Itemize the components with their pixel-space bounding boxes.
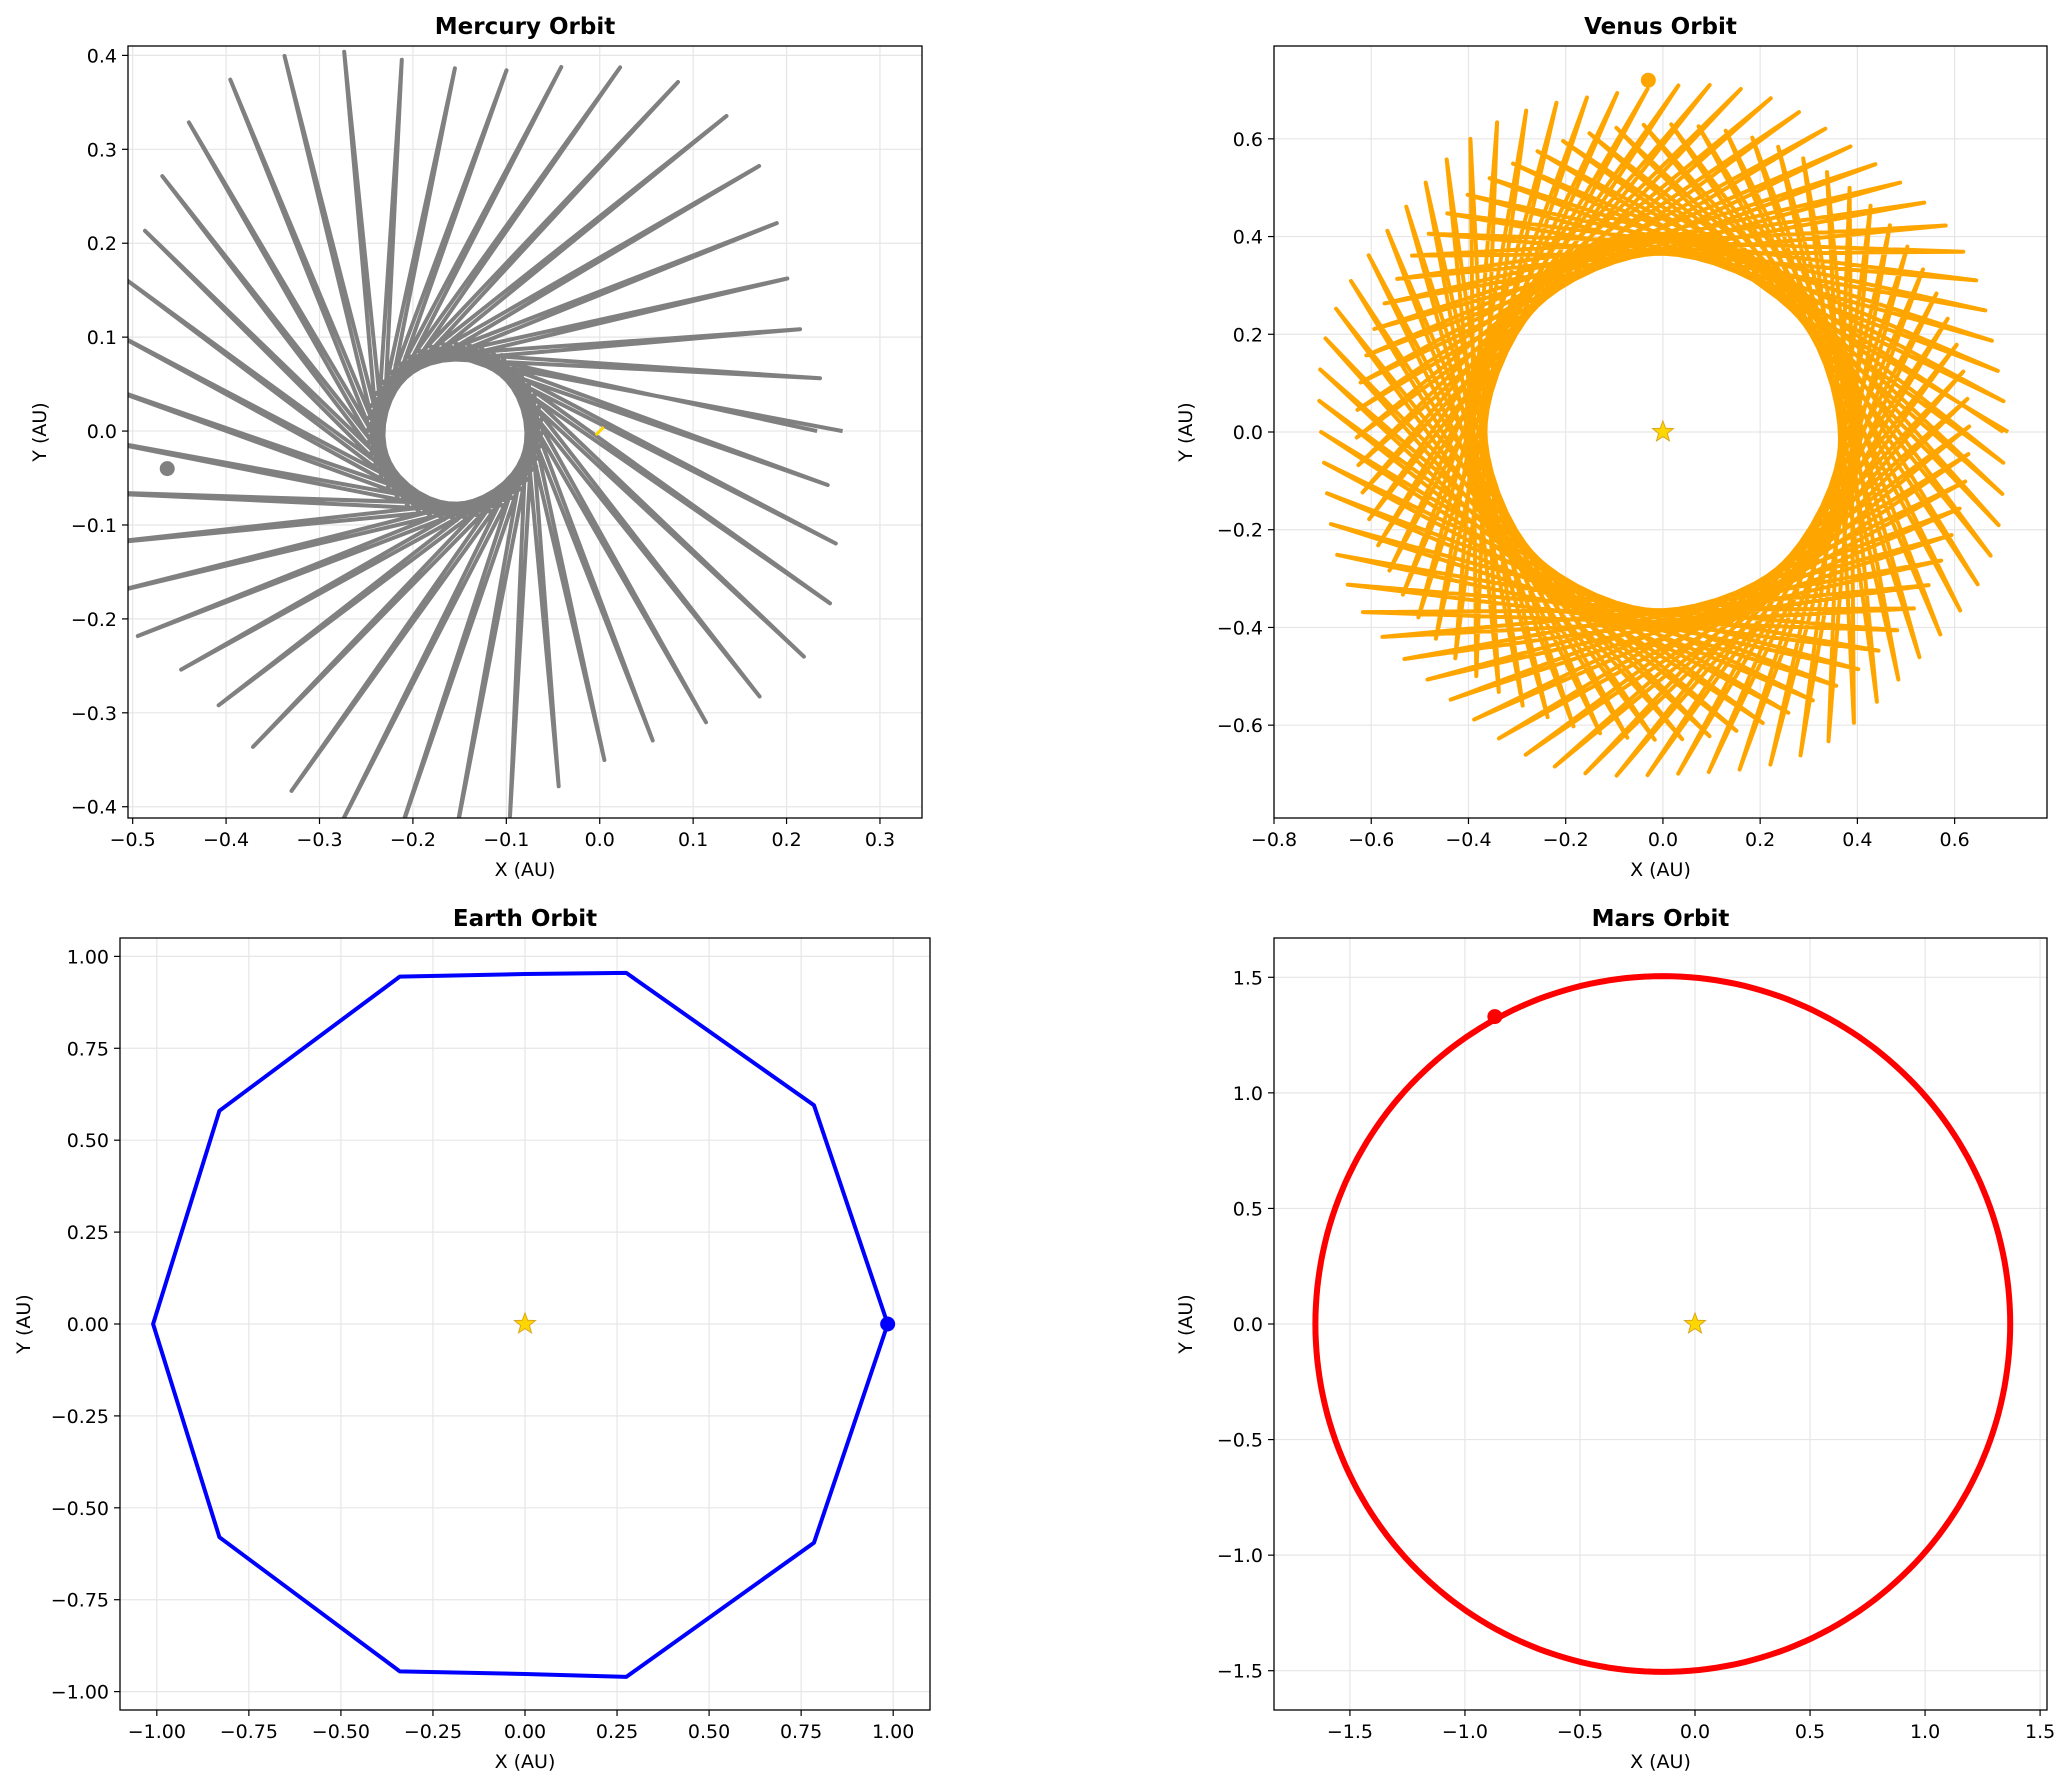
mars-title: Mars Orbit (1592, 906, 1730, 932)
earth-ytick-label: −1.00 (51, 1682, 109, 1704)
mercury-xtick-label: −0.5 (110, 829, 156, 851)
venus-orbit-line (1317, 83, 2010, 778)
venus-sun-marker (1651, 419, 1675, 443)
mars-panel: −1.5 −1.0 −0.5 0.0 0.5 1.0 1.5 −1.5 −1.0 −0.5 0.0 0… (1175, 906, 2055, 1773)
earth-xtick-label: 1.00 (872, 1721, 914, 1743)
mars-ytick-label: 1.0 (1233, 1083, 1263, 1105)
venus-ytick-label: −0.4 (1217, 617, 1263, 639)
mercury-ytick-label: 0.3 (87, 139, 117, 161)
earth-ytick-label: 0.00 (67, 1314, 109, 1336)
venus-ytick-label: −0.2 (1217, 520, 1263, 542)
earth-panel: −1.00 −0.75 −0.50 −0.25 0.00 0.25 0.50 0.75 1.00… (13, 906, 931, 1773)
venus-title: Venus Orbit (1584, 14, 1737, 40)
mars-xtick-label: −1.5 (1327, 1721, 1373, 1743)
earth-xtick-label: 0.50 (688, 1721, 730, 1743)
mars-xtick-label: 0.0 (1680, 1721, 1710, 1743)
earth-xtick-label: −0.75 (220, 1721, 278, 1743)
venus-xlabel: X (AU) (1630, 859, 1691, 881)
mars-ytick-label: 0.0 (1233, 1314, 1263, 1336)
venus-ytick-label: 0.4 (1233, 227, 1263, 249)
earth-ytick-label: −0.50 (51, 1498, 109, 1520)
mars-ytick-label: 0.5 (1233, 1198, 1263, 1220)
venus-panel: −0.8 −0.6 −0.4 −0.2 0.0 0.2 0.4 0.6 −0.6 −0.4 −0.2… (1175, 14, 2048, 881)
earth-ytick-label: 0.50 (67, 1130, 109, 1152)
earth-ytick-label: −0.75 (51, 1590, 109, 1612)
venus-ylabel: Y (AU) (1175, 402, 1197, 462)
mercury-title: Mercury Orbit (435, 14, 615, 40)
mars-ytick-label: 1.5 (1233, 967, 1263, 989)
mercury-xlabel: X (AU) (495, 859, 556, 881)
mercury-ytick-label: −0.2 (71, 609, 117, 631)
venus-ytick-label: 0.0 (1233, 422, 1263, 444)
earth-xtick-label: −0.25 (404, 1721, 462, 1743)
earth-sun-marker (513, 1311, 537, 1335)
mercury-xtick-label: 0.1 (678, 829, 708, 851)
mars-xlabel: X (AU) (1630, 1751, 1691, 1773)
mercury-xtick-label: 0.2 (771, 829, 801, 851)
mars-ytick-label: −1.0 (1217, 1545, 1263, 1567)
mercury-xtick-label: −0.3 (296, 829, 342, 851)
mercury-xtick-label: −0.4 (203, 829, 249, 851)
earth-ytick-label: −0.25 (51, 1406, 109, 1428)
mars-xtick-label: 1.0 (1910, 1721, 1940, 1743)
mars-sun-marker (1683, 1311, 1707, 1335)
mercury-ytick-label: 0.1 (87, 327, 117, 349)
mercury-xtick-label: 0.3 (865, 829, 895, 851)
venus-ytick-label: 0.2 (1233, 324, 1263, 346)
mercury-planet-marker (159, 461, 175, 477)
earth-ytick-label: 1.00 (67, 946, 109, 968)
venus-xtick-label: 0.4 (1842, 829, 1872, 851)
mercury-ytick-label: −0.1 (71, 515, 117, 537)
mars-xtick-label: −0.5 (1557, 1721, 1603, 1743)
venus-xtick-label: −0.2 (1543, 829, 1589, 851)
earth-ylabel: Y (AU) (13, 1294, 35, 1354)
mercury-ytick-label: −0.4 (71, 797, 117, 819)
mercury-xtick-label: −0.2 (390, 829, 436, 851)
mercury-xtick-label: 0.0 (585, 829, 615, 851)
mars-planet-marker (1487, 1009, 1503, 1025)
mars-ytick-label: −0.5 (1217, 1430, 1263, 1452)
earth-title: Earth Orbit (453, 906, 597, 932)
venus-ytick-label: −0.6 (1217, 715, 1263, 737)
earth-xtick-label: −1.00 (128, 1721, 186, 1743)
venus-xtick-label: 0.6 (1940, 829, 1970, 851)
earth-ytick-label: 0.75 (67, 1038, 109, 1060)
earth-xtick-label: 0.75 (780, 1721, 822, 1743)
mercury-orbit-line (128, 49, 843, 818)
mercury-sun-marker (594, 426, 605, 437)
venus-planet-marker (1640, 72, 1656, 88)
earth-xtick-label: 0.00 (504, 1721, 546, 1743)
mars-orbit-line (1312, 973, 2014, 1675)
mars-ylabel: Y (AU) (1175, 1294, 1197, 1354)
mars-xtick-label: 0.5 (1795, 1721, 1825, 1743)
earth-planet-marker (880, 1316, 896, 1332)
venus-xtick-label: −0.4 (1445, 829, 1491, 851)
mercury-ytick-label: 0.4 (87, 45, 117, 67)
mars-xtick-label: 1.5 (2025, 1721, 2055, 1743)
mars-xtick-label: −1.0 (1442, 1721, 1488, 1743)
mercury-ytick-label: −0.3 (71, 703, 117, 725)
venus-xtick-label: −0.8 (1251, 829, 1297, 851)
earth-xlabel: X (AU) (495, 1751, 556, 1773)
mercury-xtick-label: −0.1 (483, 829, 529, 851)
earth-xtick-label: 0.25 (596, 1721, 638, 1743)
mercury-ylabel: Y (AU) (29, 402, 51, 462)
mars-ytick-label: −1.5 (1217, 1661, 1263, 1683)
venus-xtick-label: 0.0 (1648, 829, 1678, 851)
venus-xtick-label: 0.2 (1745, 829, 1775, 851)
mercury-panel: −0.5 −0.4 −0.3 −0.2 −0.1 0.0 0.1 0.2 0.3 −0.4 −0.3… (29, 14, 923, 881)
venus-ytick-label: 0.6 (1233, 129, 1263, 151)
mercury-ytick-label: 0.0 (87, 421, 117, 443)
earth-ytick-label: 0.25 (67, 1222, 109, 1244)
earth-xtick-label: −0.50 (312, 1721, 370, 1743)
mercury-ytick-label: 0.2 (87, 233, 117, 255)
venus-xtick-label: −0.6 (1348, 829, 1394, 851)
earth-orbit-line (151, 970, 890, 1679)
mercury-axes-frame (127, 45, 923, 819)
